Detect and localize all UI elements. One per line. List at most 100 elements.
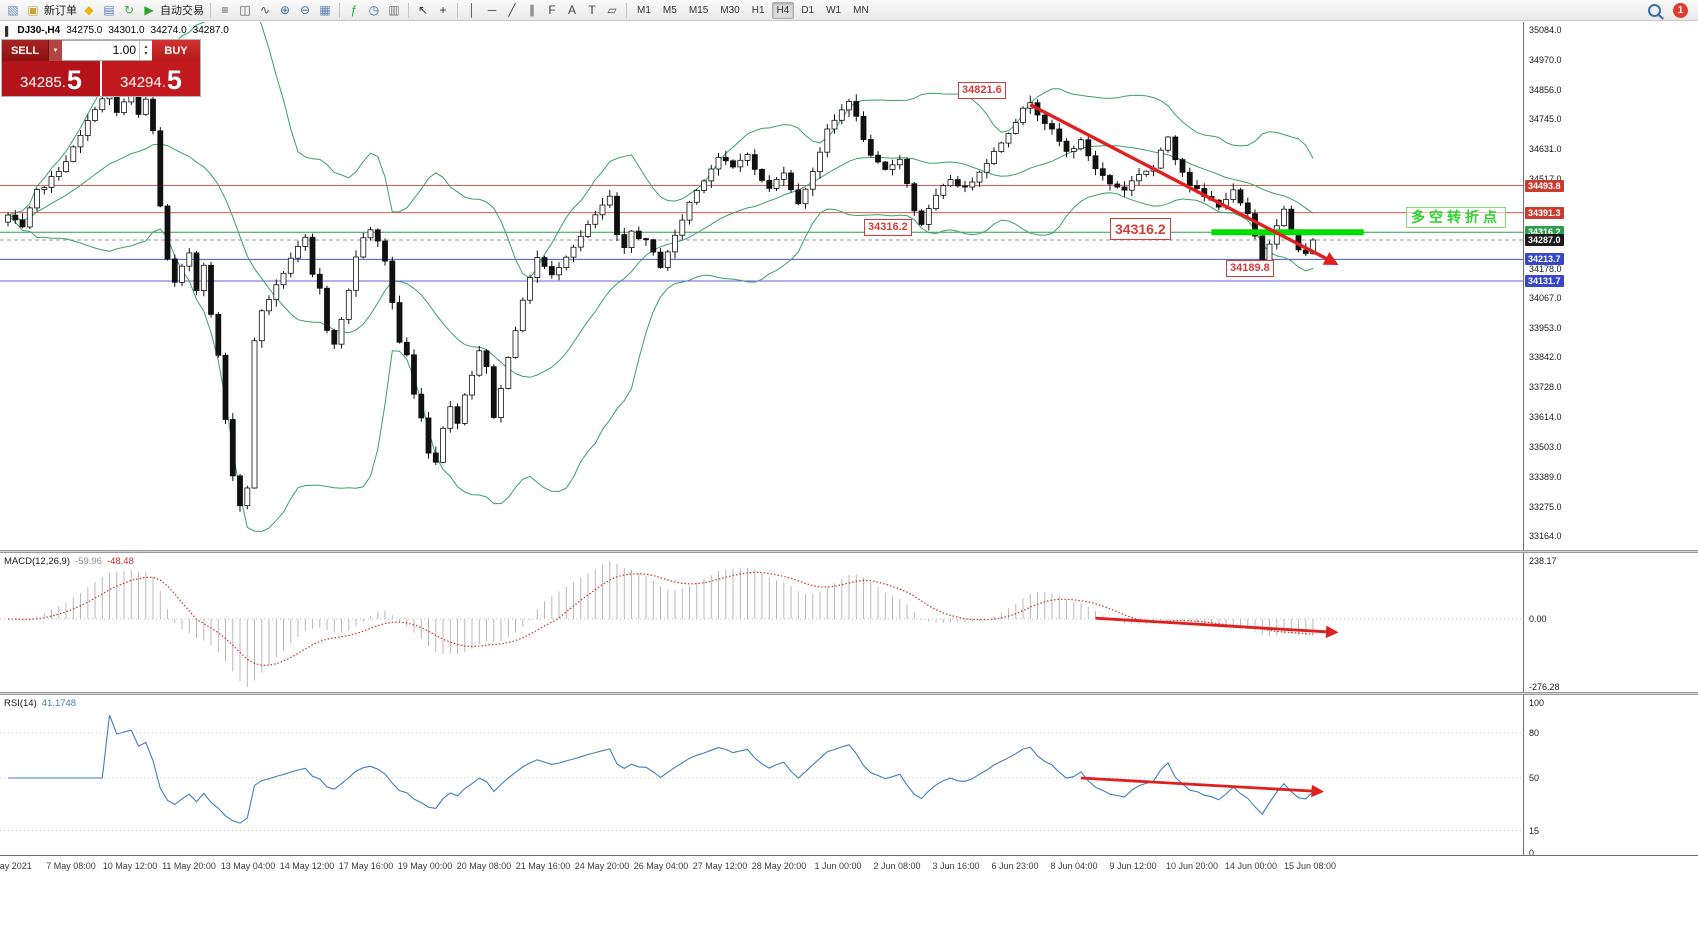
- price-axis-tick: 33842.0: [1529, 352, 1562, 362]
- price-axis-tick: 34067.0: [1529, 293, 1562, 303]
- rsi-panel[interactable]: RSI(14) 41.1748: [0, 695, 1523, 855]
- bar-chart-icon[interactable]: ≡: [221, 3, 229, 17]
- refresh-icon[interactable]: ↻: [123, 3, 135, 17]
- time-axis-label: 14 May 12:00: [279, 861, 335, 871]
- one-click-trading-panel: SELL ▼ 1.00 ▴ ▾ BUY 34285. 5 34294. 5: [2, 40, 200, 96]
- timeframe-button-w1[interactable]: W1: [826, 4, 842, 16]
- candlestick-mini-icon: ▌: [5, 25, 12, 36]
- new-order-button-label[interactable]: 新订单: [44, 5, 77, 17]
- time-axis-label: 26 May 04:00: [633, 861, 689, 871]
- main-toolbar: ▧ ▣ 新订单 ◆ ▤ ↻ ▶ 自动交易 ≡ ◫ ∿ ⊕ ⊖ ▦ ƒ ◷ ▥ ↖ + │ ─ ╱ ∥ F A T ▱ M1 M5 M15…: [0, 0, 1698, 21]
- trend-arrow-rsi: [1080, 776, 1325, 798]
- rsi-canvas[interactable]: [0, 695, 1523, 855]
- price-axis-tick: 33953.0: [1529, 323, 1562, 333]
- macd-canvas[interactable]: [0, 553, 1523, 692]
- new-order-button[interactable]: ▣: [27, 3, 39, 17]
- macd-signal-value: -48.48: [106, 556, 134, 567]
- macd-axis-tick: 238.17: [1529, 556, 1557, 566]
- text-icon[interactable]: A: [567, 3, 576, 17]
- new-chart-icon[interactable]: ▧: [7, 3, 19, 17]
- timeframe-button-h4[interactable]: H4: [771, 1, 795, 19]
- crosshair-icon[interactable]: +: [439, 3, 447, 17]
- macd-axis-tick: 0.00: [1529, 614, 1547, 624]
- candlestick-icon[interactable]: ◫: [239, 3, 251, 17]
- periods-icon[interactable]: ◷: [368, 3, 380, 17]
- channel-icon[interactable]: ∥: [529, 3, 535, 17]
- price-badge-34213.7: 34213.7: [1525, 253, 1564, 265]
- sell-price[interactable]: 34285. 5: [2, 61, 100, 96]
- price-axis-tick: 34745.0: [1529, 114, 1562, 124]
- indicators-icon[interactable]: ƒ: [350, 3, 358, 17]
- rsi-axis-tick: 0: [1529, 848, 1535, 858]
- templates-icon[interactable]: ▥: [388, 3, 400, 17]
- low-price-label[interactable]: 34189.8: [1226, 260, 1274, 277]
- ohlc-close: 34287.0: [192, 25, 229, 36]
- peak-price-label[interactable]: 34821.6: [958, 82, 1006, 99]
- timeframe-button-h1[interactable]: H1: [751, 4, 765, 16]
- time-axis-label: 7 May 08:00: [46, 861, 96, 871]
- time-axis-label: 20 May 08:00: [456, 861, 512, 871]
- sell-button[interactable]: SELL: [2, 40, 48, 61]
- tile-windows-icon[interactable]: ▦: [319, 3, 331, 17]
- price-axis-tick: 34178.0: [1529, 264, 1562, 274]
- horizontal-line-icon[interactable]: ─: [487, 3, 497, 17]
- trend-arrow-main: [1029, 103, 1339, 265]
- cursor-icon[interactable]: ↖: [417, 3, 429, 17]
- time-axis-label: 3 Jun 16:00: [932, 861, 980, 871]
- timeframe-button-m15[interactable]: M15: [688, 4, 709, 16]
- price-badge-34391.3: 34391.3: [1525, 207, 1564, 219]
- mid-price-label[interactable]: 34316.2: [864, 219, 912, 236]
- symbol-ohlc-info: ▌ DJ30-,H4 34275.0 34301.0 34274.0 34287…: [5, 25, 229, 36]
- notification-badge[interactable]: 1: [1673, 3, 1688, 18]
- price-chart-panel[interactable]: ▌ DJ30-,H4 34275.0 34301.0 34274.0 34287…: [0, 22, 1523, 550]
- zoom-out-icon[interactable]: ⊖: [299, 3, 311, 17]
- panel-divider[interactable]: [0, 692, 1698, 695]
- time-axis-label: 13 May 04:00: [220, 861, 276, 871]
- price-axis-tick: 34970.0: [1529, 55, 1562, 65]
- label-icon[interactable]: T: [588, 3, 596, 17]
- volume-value[interactable]: 1.00: [112, 43, 136, 57]
- timeframe-button-m5[interactable]: M5: [662, 4, 677, 16]
- panel-divider[interactable]: [0, 550, 1698, 553]
- rsi-label: RSI(14): [4, 698, 37, 709]
- timeframe-button-mn[interactable]: MN: [853, 4, 869, 16]
- deposit-icon[interactable]: ◆: [84, 3, 94, 17]
- price-axis-tick: 35084.0: [1529, 25, 1562, 35]
- price-axis[interactable]: 35084.0 34970.0 34856.0 34745.0 34631.0 34517…: [1523, 22, 1698, 876]
- time-axis-label: 14 Jun 00:00: [1224, 861, 1278, 871]
- vertical-line-icon[interactable]: │: [468, 3, 476, 17]
- autotrade-button-label[interactable]: 自动交易: [160, 5, 204, 17]
- volume-stepper[interactable]: ▴ ▾: [139, 41, 152, 60]
- timeframe-button-d1[interactable]: D1: [801, 4, 815, 16]
- line-chart-icon[interactable]: ∿: [259, 3, 271, 17]
- price-chart-canvas[interactable]: [0, 22, 1523, 550]
- trendline-icon[interactable]: ╱: [508, 3, 516, 17]
- big-price-label[interactable]: 34316.2: [1110, 218, 1171, 240]
- time-axis[interactable]: May 2021 7 May 08:00 10 May 12:00 11 May 20…: [0, 855, 1698, 877]
- macd-label: MACD(12,26,9): [4, 556, 70, 567]
- trend-arrow-macd: [1095, 616, 1339, 639]
- accounts-icon[interactable]: ▤: [103, 3, 115, 17]
- timeframe-button-m1[interactable]: M1: [637, 4, 651, 16]
- turning-point-label[interactable]: 多空转折点: [1406, 207, 1506, 228]
- volume-up-icon[interactable]: ▴: [144, 43, 148, 50]
- rsi-line: [8, 714, 1314, 824]
- time-axis-label: 27 May 12:00: [692, 861, 748, 871]
- buy-price[interactable]: 34294. 5: [102, 61, 200, 96]
- toolbar-icon-group: ▧ ▣ 新订单 ◆ ▤ ↻ ▶ 自动交易 ≡ ◫ ∿ ⊕ ⊖ ▦ ƒ ◷ ▥ ↖ + │ ─ ╱ ∥ F A T ▱: [3, 2, 631, 19]
- shapes-icon[interactable]: ▱: [607, 3, 617, 17]
- buy-button[interactable]: BUY: [152, 40, 200, 61]
- sell-dropdown-arrow-icon[interactable]: ▼: [48, 40, 62, 61]
- autotrade-button[interactable]: ▶: [144, 3, 154, 17]
- timeframe-button-m30[interactable]: M30: [720, 4, 740, 16]
- zoom-in-icon[interactable]: ⊕: [279, 3, 291, 17]
- rsi-axis-tick: 80: [1529, 728, 1540, 738]
- fibonacci-icon[interactable]: F: [548, 3, 556, 17]
- toolbar-separator: [626, 2, 627, 18]
- bollinger-upper: [7, 22, 1314, 279]
- time-axis-label: 8 Jun 04:00: [1050, 861, 1098, 871]
- volume-input[interactable]: 1.00 ▴ ▾: [62, 40, 152, 61]
- search-icon[interactable]: [1648, 4, 1661, 17]
- macd-panel[interactable]: MACD(12,26,9) -59.96 -48.48: [0, 553, 1523, 692]
- volume-down-icon[interactable]: ▾: [144, 50, 148, 57]
